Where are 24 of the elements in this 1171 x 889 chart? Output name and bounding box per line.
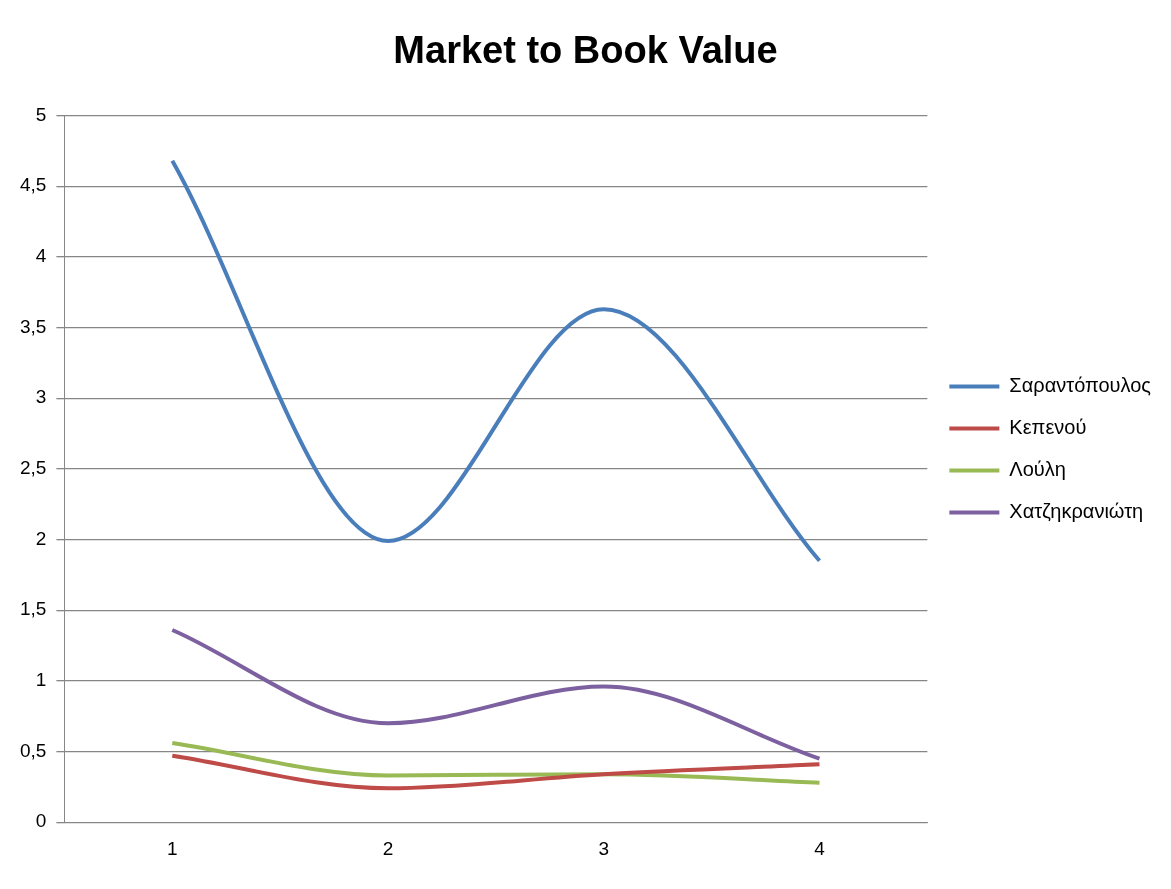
y-tick-label: 5 [35,103,47,125]
legend-label: Λούλη [1009,458,1066,481]
x-tick-label: 3 [598,837,610,859]
y-tick-label: 0 [35,810,47,832]
y-tick-label: 4 [35,245,47,267]
y-tick-label: 2,5 [19,457,47,479]
y-tick-label: 3,5 [19,315,47,337]
y-tick-label: 4,5 [19,174,47,196]
x-tick-label: 4 [814,837,826,859]
legend-label: Σαραντόπουλος [1009,374,1152,397]
chart-title: Market to Book Value [393,29,778,72]
legend-label: Χατζηκρανιώτη [1009,500,1144,523]
line-series [170,628,822,761]
y-tick-label: 3 [35,386,47,408]
legend-label: Κεπενού [1009,416,1087,439]
line-series [170,741,822,785]
y-tick-label: 1,5 [19,598,47,620]
x-tick-label: 2 [382,837,394,859]
line-series [170,158,822,563]
x-tick-label: 1 [166,837,178,859]
y-tick-label: 0,5 [19,739,47,761]
y-tick-label: 2 [35,527,47,549]
line-series [170,753,822,791]
y-tick-label: 1 [35,669,47,691]
